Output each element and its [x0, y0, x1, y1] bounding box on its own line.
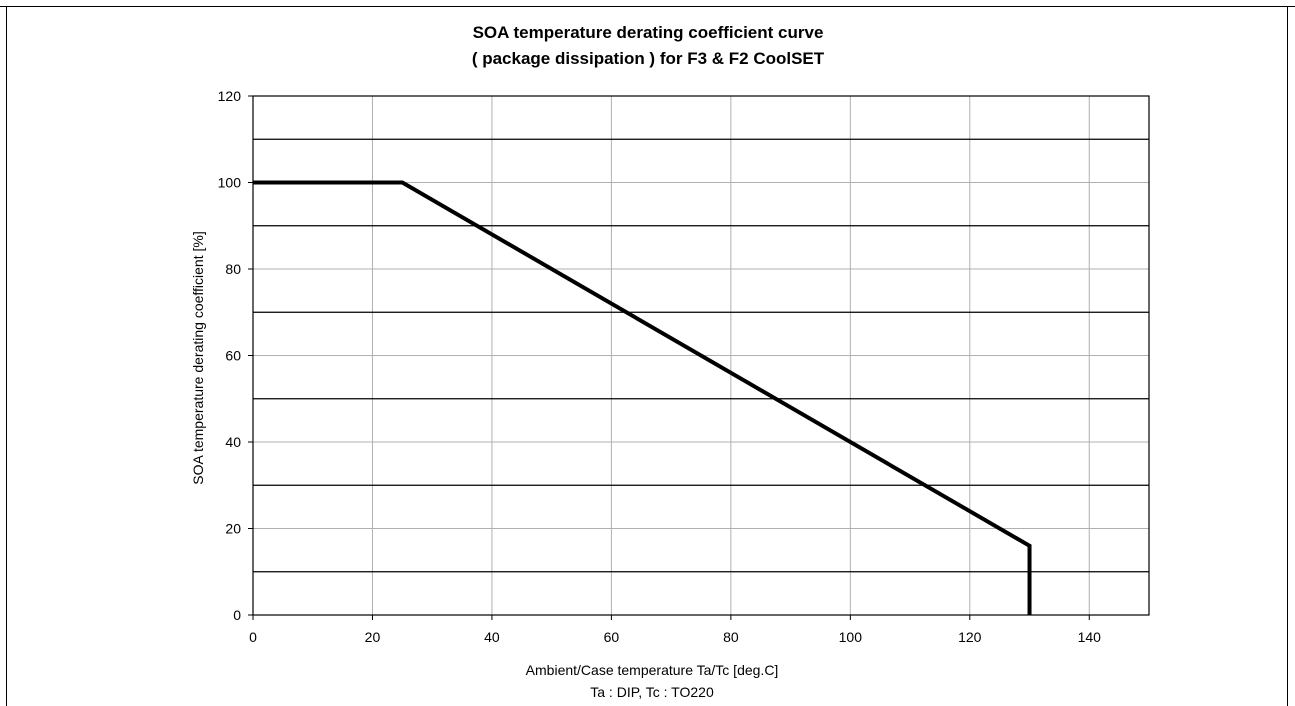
series [253, 180, 1032, 615]
x-tick-label-120: 120 [958, 629, 982, 645]
x-tick-label-20: 20 [365, 629, 381, 645]
chart-title-line-2: ( package dissipation ) for F3 & F2 Cool… [472, 49, 825, 68]
x-tick-label-40: 40 [484, 629, 500, 645]
y-axis-title: SOA temperature derating coefficient [%] [190, 231, 206, 484]
chart-title-line-1: SOA temperature derating coefficient cur… [473, 23, 824, 42]
y-tick-label-80: 80 [225, 261, 241, 277]
x-axis-title-line-2: Ta : DIP, Tc : TO220 [590, 684, 714, 700]
x-tick-label-100: 100 [839, 629, 863, 645]
y-tick-label-20: 20 [225, 521, 241, 537]
x-tick-label-60: 60 [604, 629, 620, 645]
y-tick-label-60: 60 [225, 348, 241, 364]
y-tick-label-0: 0 [233, 607, 241, 623]
y-axis-ticks: 0 20 40 60 80 100 120 [218, 88, 253, 623]
y-tick-label-40: 40 [225, 434, 241, 450]
y-tick-label-100: 100 [218, 175, 242, 191]
x-tick-label-140: 140 [1078, 629, 1102, 645]
y-tick-label-120: 120 [218, 88, 242, 104]
series-line-0 [253, 180, 1032, 615]
x-tick-label-80: 80 [723, 629, 739, 645]
x-tick-label-0: 0 [249, 629, 257, 645]
x-axis-ticks: 0 20 40 60 80 100 120 140 [249, 615, 1101, 645]
x-axis-title-line-1: Ambient/Case temperature Ta/Tc [deg.C] [526, 662, 779, 678]
